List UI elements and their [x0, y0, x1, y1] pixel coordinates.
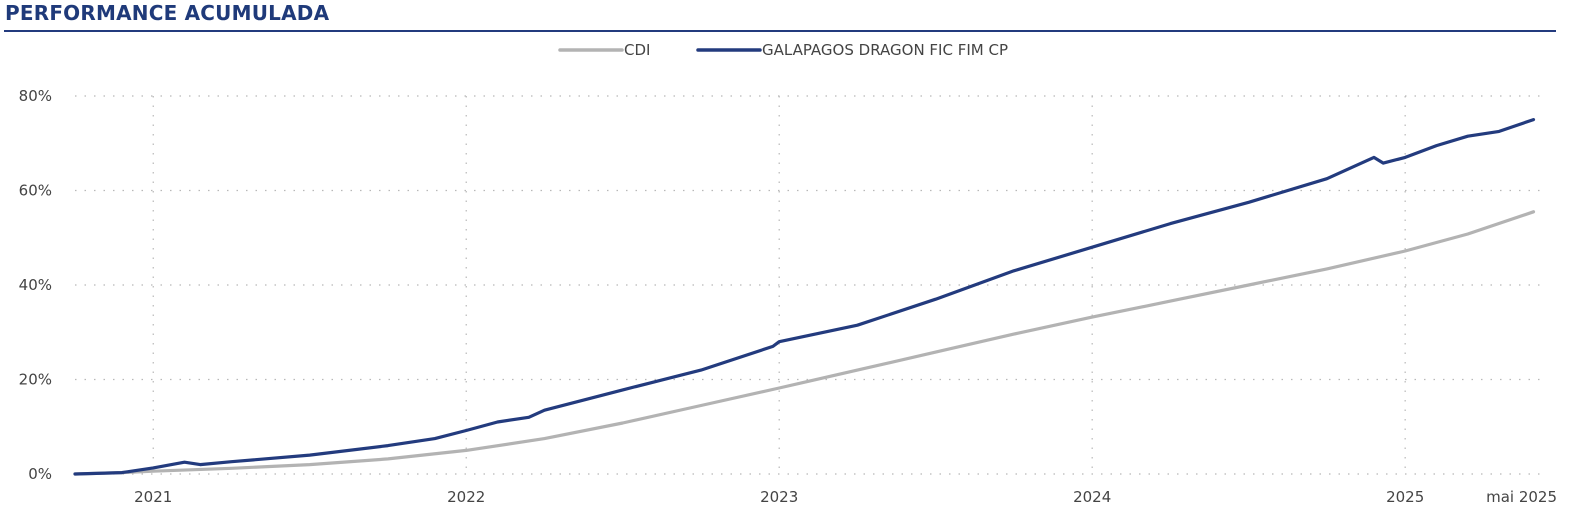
y-tick-label: 20% [19, 371, 52, 389]
y-tick-label: 60% [19, 182, 52, 200]
x-tick-label: mai 2025 [1486, 488, 1557, 506]
legend-label: CDI [624, 41, 650, 59]
page-title: PERFORMANCE ACUMULADA [5, 1, 330, 25]
x-tick-label: 2025 [1386, 488, 1424, 506]
y-tick-label: 80% [19, 87, 52, 105]
title-underline [4, 30, 1556, 32]
legend-label: GALAPAGOS DRAGON FIC FIM CP [762, 41, 1008, 59]
x-tick-label: 2022 [447, 488, 485, 506]
y-tick-label: 40% [19, 276, 52, 294]
x-tick-label: 2021 [134, 488, 172, 506]
x-tick-label: 2023 [760, 488, 798, 506]
y-tick-label: 0% [28, 465, 52, 483]
x-tick-label: 2024 [1073, 488, 1111, 506]
series-line [73, 117, 1536, 476]
series-line [73, 210, 1536, 476]
